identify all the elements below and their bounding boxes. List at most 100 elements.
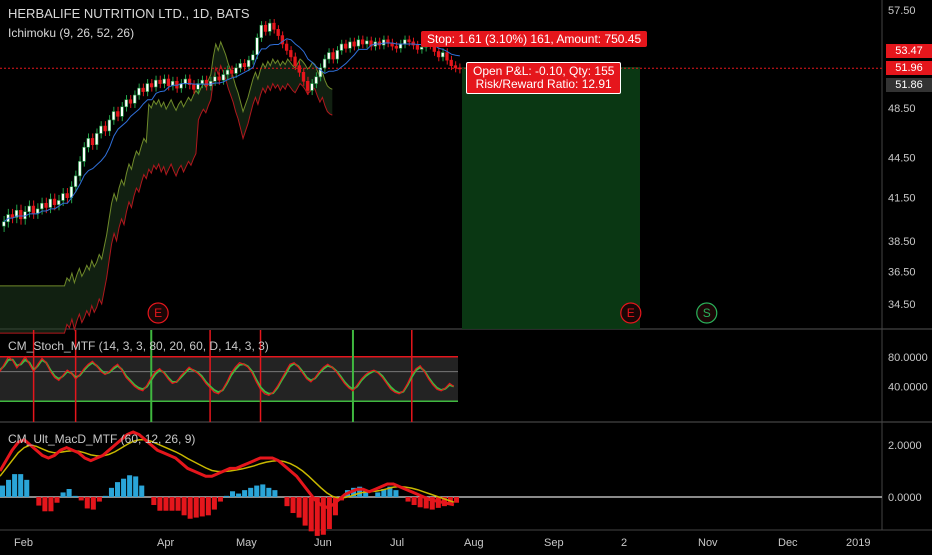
stoch-tick-label: 80.0000 bbox=[888, 352, 928, 364]
candle-body bbox=[213, 76, 217, 82]
risk-reward-text: Risk/Reward Ratio: 12.91 bbox=[475, 77, 612, 91]
ichimoku-cloud bbox=[0, 41, 333, 334]
candle-body bbox=[369, 40, 373, 47]
candle-body bbox=[52, 198, 57, 205]
candle-body bbox=[365, 40, 369, 45]
macd-histogram-bar bbox=[6, 479, 12, 497]
price-tick-label: 34.50 bbox=[888, 299, 916, 311]
macd-tick-label: 2.0000 bbox=[888, 440, 922, 452]
candle-body bbox=[95, 133, 99, 146]
candle-body bbox=[137, 87, 141, 96]
price-tag-entry: 51.86 bbox=[886, 78, 932, 92]
candle-body bbox=[44, 202, 48, 208]
price-tag-stop: 53.47 bbox=[886, 44, 932, 58]
price-tick-label: 36.50 bbox=[888, 267, 916, 279]
candle-body bbox=[246, 59, 251, 68]
macd-histogram-bar bbox=[266, 487, 272, 497]
candle-body bbox=[398, 43, 403, 49]
macd-histogram-bar bbox=[242, 490, 248, 497]
macd-histogram-bar bbox=[357, 486, 363, 497]
macd-histogram-bar bbox=[236, 493, 242, 497]
macd-histogram-bar bbox=[254, 485, 260, 497]
candle-body bbox=[10, 214, 14, 218]
candle-body bbox=[453, 65, 458, 69]
time-tick-label: 2019 bbox=[846, 537, 870, 549]
candle-body bbox=[158, 79, 162, 84]
macd-histogram-bar bbox=[260, 484, 266, 497]
macd-histogram-bar bbox=[326, 497, 332, 530]
stoch-d-line bbox=[0, 358, 455, 395]
candle-body bbox=[276, 29, 280, 36]
macd-histogram-bar bbox=[90, 497, 96, 510]
macd-histogram-bar bbox=[417, 497, 423, 508]
macd-histogram-bar bbox=[211, 497, 217, 510]
candle-body bbox=[348, 41, 352, 49]
candle-body bbox=[407, 39, 411, 43]
time-tick-label: Dec bbox=[778, 537, 798, 549]
candle-body bbox=[192, 84, 196, 90]
macd-histogram-bar bbox=[387, 486, 393, 497]
candle-body bbox=[111, 111, 116, 121]
macd-tick-label: 0.0000 bbox=[888, 492, 922, 504]
macd-histogram-bar bbox=[217, 497, 223, 502]
candle-body bbox=[225, 69, 230, 75]
macd-histogram-bar bbox=[96, 497, 102, 502]
candle-body bbox=[196, 83, 200, 90]
time-tick-label: Sep bbox=[544, 537, 564, 549]
position-info-box[interactable]: Open P&L: -0.10, Qty: 155 Risk/Reward Ra… bbox=[466, 62, 622, 94]
candle-body bbox=[382, 39, 386, 46]
candle-body bbox=[301, 72, 306, 82]
macd-histogram-bar bbox=[296, 497, 302, 518]
indicator-label-stoch: CM_Stoch_MTF (14, 3, 3, 80, 20, 60, D, 1… bbox=[8, 339, 269, 353]
candle-body bbox=[230, 69, 234, 74]
stop-tag[interactable]: Stop: 1.61 (3.10%) 161, Amount: 750.45 bbox=[421, 31, 648, 47]
position-target-zone bbox=[462, 67, 640, 329]
macd-histogram-bar bbox=[351, 487, 357, 497]
candle-body bbox=[40, 202, 44, 210]
candle-body bbox=[99, 125, 103, 134]
candle-body bbox=[133, 94, 137, 104]
candle-body bbox=[318, 67, 323, 78]
macd-histogram-bar bbox=[12, 474, 18, 497]
candle-body bbox=[141, 87, 145, 92]
candle-body bbox=[107, 119, 112, 132]
candle-body bbox=[234, 67, 238, 74]
macd-histogram-bar bbox=[115, 482, 121, 497]
candle-body bbox=[344, 43, 348, 49]
candle-body bbox=[280, 35, 285, 45]
macd-histogram-bar bbox=[48, 497, 54, 512]
candle-body bbox=[394, 45, 398, 49]
candle-body bbox=[445, 52, 449, 61]
macd-histogram-bar bbox=[405, 497, 411, 502]
time-tick-label: Apr bbox=[157, 537, 174, 549]
time-tick-label: May bbox=[236, 537, 257, 549]
candle-body bbox=[73, 175, 78, 187]
price-tick-label: 48.50 bbox=[888, 103, 916, 115]
macd-histogram-bar bbox=[60, 492, 66, 497]
candle-body bbox=[166, 78, 171, 87]
macd-histogram-bar bbox=[314, 497, 320, 536]
macd-histogram-bar bbox=[66, 488, 72, 497]
candle-body bbox=[441, 52, 445, 58]
macd-histogram-bar bbox=[102, 495, 108, 497]
macd-histogram-bar bbox=[332, 497, 338, 516]
candle-body bbox=[356, 39, 361, 47]
candle-body bbox=[272, 22, 276, 30]
event-marker-earnings bbox=[620, 302, 642, 324]
candle-body bbox=[436, 51, 441, 58]
macd-histogram-bar bbox=[36, 497, 42, 506]
macd-histogram-bar bbox=[205, 497, 211, 516]
candle-body bbox=[217, 76, 221, 81]
macd-histogram-bar bbox=[121, 478, 127, 497]
macd-histogram-bar bbox=[453, 497, 459, 503]
candle-body bbox=[48, 198, 52, 208]
macd-histogram-bar bbox=[423, 497, 429, 509]
candle-body bbox=[322, 58, 327, 69]
candle-body bbox=[449, 59, 453, 66]
indicator-label-ichimoku: Ichimoku (9, 26, 52, 26) bbox=[8, 26, 135, 40]
macd-histogram-bar bbox=[84, 497, 90, 509]
time-tick-label: Aug bbox=[464, 537, 484, 549]
candle-body bbox=[124, 99, 128, 108]
